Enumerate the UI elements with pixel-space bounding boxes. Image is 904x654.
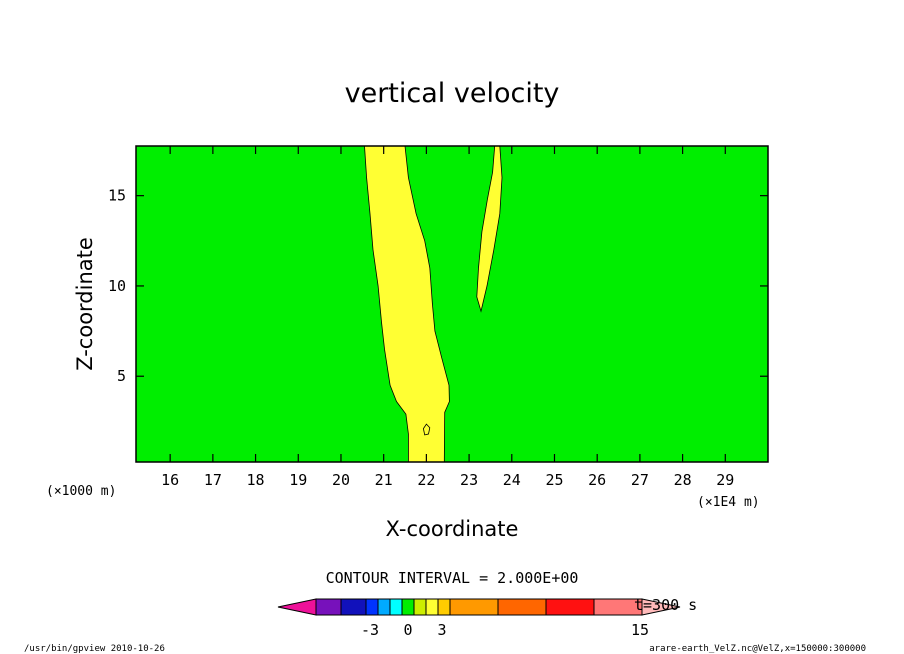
y-tick-label: 10 [108,277,126,295]
colorbar-swatch [449,598,499,616]
colorbar: -3 0 3 15 [277,598,681,639]
contour-interval-label: CONTOUR INTERVAL = 2.000E+00 [326,569,579,587]
time-label: t=300 s [634,596,697,614]
colorbar-swatch [277,598,317,616]
x-tick-label: 22 [417,471,435,489]
colorbar-swatch [389,598,403,616]
colorbar-swatch [413,598,427,616]
colorbar-level-label: 3 [437,621,446,639]
contour-regions [364,145,503,463]
x-unit-label: (×1E4 m) [697,495,760,510]
colorbar-swatch [497,598,547,616]
x-tick-label: 17 [204,471,222,489]
x-tick-label: 29 [716,471,734,489]
x-tick-label: 24 [503,471,521,489]
colorbar-swatch [641,598,681,616]
y-unit-label: (×1000 m) [46,484,116,499]
colorbar-swatch [425,598,439,616]
x-tick-label: 20 [332,471,350,489]
colorbar-swatch [377,598,391,616]
x-tick-label: 21 [375,471,393,489]
x-tick-label: 26 [588,471,606,489]
x-axis-label: X-coordinate [386,517,519,541]
x-tick-label: 25 [545,471,563,489]
y-tick-label: 15 [108,187,126,205]
colorbar-level-label: 15 [631,621,649,639]
x-tick-label: 16 [161,471,179,489]
plot-frame [135,145,769,463]
x-tick-label: 18 [247,471,265,489]
footer-left: /usr/bin/gpview 2010-10-26 [24,644,165,654]
x-tick-label: 27 [631,471,649,489]
footer-right: arare-earth_VelZ.nc@VelZ,x=150000:300000 [649,644,866,654]
colorbar-level-label: -3 [361,621,379,639]
contour-region-2 [476,145,503,313]
y-tick-label: 5 [117,367,126,385]
colorbar-swatch [437,598,451,616]
colorbar-swatch [545,598,595,616]
x-tick-label: 23 [460,471,478,489]
axis-ticks: 16 17 18 19 20 21 22 23 24 25 26 27 28 29 5 10 15 [108,146,768,489]
chart-title: vertical velocity [345,78,560,109]
y-axis-label: Z-coordinate [73,237,97,371]
plot-background [136,146,768,462]
x-tick-label: 19 [289,471,307,489]
colorbar-swatch [365,598,379,616]
colorbar-swatch [401,598,415,616]
colorbar-swatch [340,598,367,616]
colorbar-level-label: 0 [403,621,412,639]
contour-region-3 [422,423,431,436]
colorbar-swatch [315,598,342,616]
x-tick-label: 28 [674,471,692,489]
